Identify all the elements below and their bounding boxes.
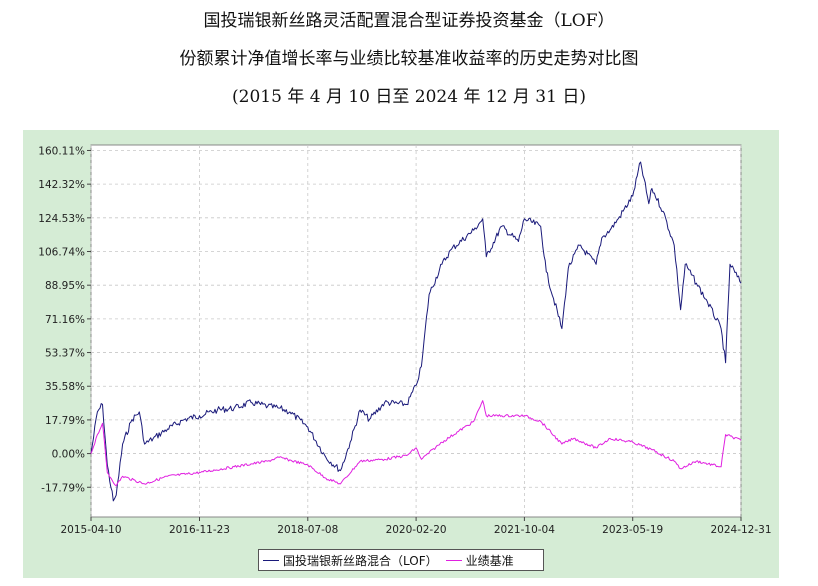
x-axis: 2015-04-10 2016-11-23 2018-07-08 2020-02-20…	[60, 517, 772, 536]
y-tick-label: 17.79%	[45, 415, 85, 427]
y-tick-label: 124.53%	[38, 213, 85, 225]
chart-title-line1: 国投瑞银新丝路灵活配置混合型证券投资基金（LOF）	[203, 11, 615, 31]
y-tick-label: 53.37%	[45, 348, 85, 360]
x-tick-label: 2020-02-20	[386, 524, 447, 536]
series-line-benchmark	[90, 400, 742, 487]
y-tick-label: 71.16%	[45, 314, 85, 326]
legend-item-benchmark: 业绩基准	[445, 552, 514, 569]
legend: 国投瑞银新丝路混合（LOF） 业绩基准	[258, 549, 544, 571]
grid	[90, 145, 742, 517]
chart-title-line3: (2015 年 4 月 10 日至 2024 年 12 月 31 日)	[232, 87, 586, 107]
chart-title-line2: 份额累计净值增长率与业绩比较基准收益率的历史走势对比图	[179, 49, 639, 69]
legend-swatch-fund	[263, 559, 279, 561]
legend-swatch-benchmark	[445, 559, 462, 561]
y-tick-label: 106.74%	[38, 247, 85, 259]
legend-item-fund: 国投瑞银新丝路混合（LOF）	[263, 552, 438, 569]
series-group	[90, 161, 742, 502]
y-axis: 160.11% 142.32% 124.53% 106.74% 88.95% 71.16%…	[38, 145, 91, 494]
x-tick-label: 2018-07-08	[277, 524, 338, 536]
x-tick-label: 2024-12-31	[710, 524, 771, 536]
y-tick-label: 35.58%	[45, 381, 85, 393]
legend-label-benchmark: 业绩基准	[465, 553, 514, 568]
legend-label-fund: 国投瑞银新丝路混合（LOF）	[283, 553, 438, 568]
y-tick-label: -17.79%	[41, 482, 85, 494]
y-tick-label: 160.11%	[38, 145, 85, 157]
y-tick-label: 0.00%	[52, 449, 85, 461]
x-tick-label: 2023-05-19	[602, 524, 663, 536]
x-tick-label: 2015-04-10	[60, 524, 121, 536]
x-tick-label: 2016-11-23	[169, 524, 230, 536]
chart-frame: 160.11% 142.32% 124.53% 106.74% 88.95% 71.16%…	[23, 130, 779, 578]
y-tick-label: 88.95%	[45, 280, 85, 292]
x-tick-label: 2021-10-04	[494, 524, 555, 536]
series-line-fund	[90, 161, 742, 502]
line-chart: 160.11% 142.32% 124.53% 106.74% 88.95% 71.16%…	[38, 144, 772, 536]
y-tick-label: 142.32%	[38, 179, 85, 191]
